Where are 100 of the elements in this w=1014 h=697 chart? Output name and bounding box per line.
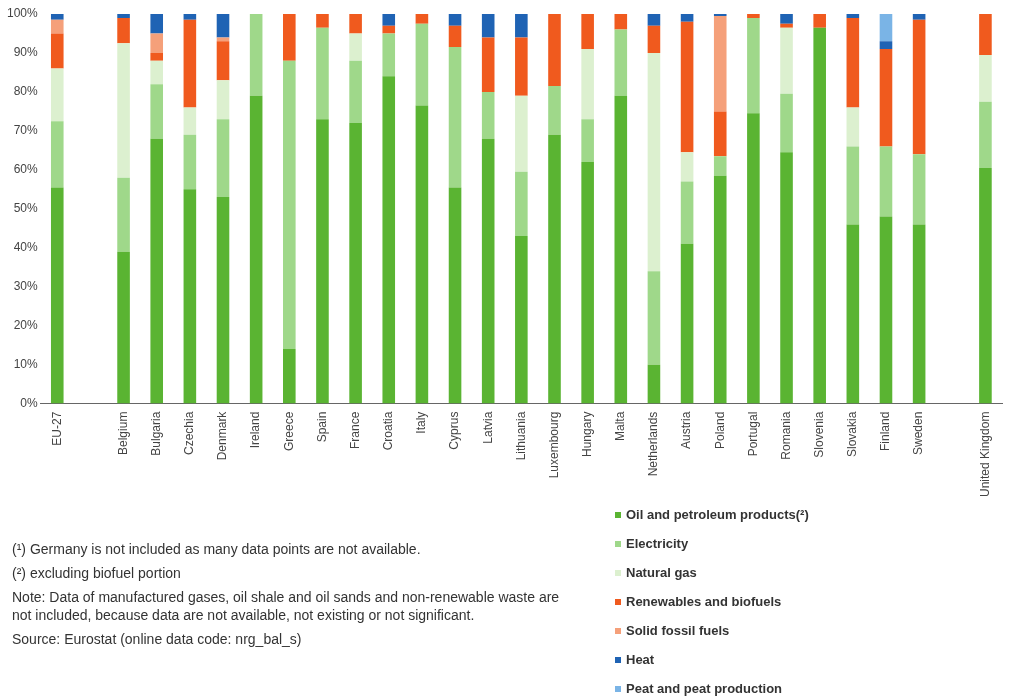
x-tick-label: Denmark (215, 410, 230, 461)
y-tick-label: 90% (13, 45, 39, 60)
x-tick-label: Belgium (115, 411, 130, 455)
bar (382, 14, 396, 26)
x-tick-label: Luxembourg (546, 411, 561, 479)
x-tick-label: Hungary (579, 411, 594, 457)
source-note: Source: Eurostat (online data code: nrg_bal_s) (12, 630, 303, 648)
bar (780, 23, 793, 28)
x-tick-label: Slovakia (845, 411, 860, 457)
bar (50, 33, 64, 69)
bar (780, 27, 793, 94)
bar (216, 80, 230, 120)
bar (150, 52, 164, 61)
bar (912, 14, 926, 20)
bar (50, 68, 64, 122)
bar (316, 119, 329, 404)
bar (680, 14, 694, 22)
bar (647, 25, 661, 53)
text: (²) excluding biofuel portion (12, 564, 182, 582)
bar (647, 271, 661, 365)
x-tick-label: Netherlands (646, 411, 661, 477)
x-tick-label: EU-27 (49, 411, 64, 446)
x-tick-label: France (347, 411, 362, 449)
bar (283, 349, 296, 404)
bar (713, 15, 727, 112)
bar (448, 47, 462, 188)
y-tick-label: 0% (20, 395, 39, 410)
bar (846, 224, 860, 404)
bar (183, 19, 197, 108)
bar (283, 60, 296, 350)
bar (150, 84, 164, 139)
bar (283, 14, 296, 61)
bar (249, 14, 263, 96)
x-tick-label: Spain (314, 411, 329, 443)
bar (50, 19, 64, 34)
bar (614, 29, 628, 96)
bar (680, 152, 694, 182)
bar (979, 54, 992, 102)
bar (846, 146, 860, 225)
bar (249, 95, 263, 404)
bar (415, 23, 429, 106)
bar (216, 119, 230, 198)
x-tick-label: Slovenia (812, 411, 826, 458)
text: Note: Data of manufactured gases, oil shale and oil sands and non-renewable waste are not included, because data are not available, not existing or not significant. (12, 588, 561, 624)
bar (481, 91, 495, 139)
x-tick-label: Romania (778, 411, 793, 460)
bar (448, 25, 462, 48)
bar (349, 33, 362, 61)
bar (349, 14, 362, 34)
bar (448, 187, 462, 404)
bar (747, 113, 760, 404)
x-tick-label: Austria (679, 411, 694, 449)
bar (979, 101, 992, 168)
bar (515, 14, 528, 38)
bar (50, 187, 64, 404)
bar (150, 60, 164, 85)
legend-label: Renewables and biofuels (626, 594, 782, 609)
bar (481, 14, 495, 38)
bar (183, 189, 197, 404)
bar (150, 138, 164, 404)
x-tick-label: United Kingdom (977, 411, 992, 498)
x-tick-label: Malta (613, 411, 628, 441)
bar (216, 14, 230, 38)
bar (581, 119, 594, 163)
bar (879, 14, 893, 42)
bar (481, 138, 495, 404)
bar (979, 167, 992, 404)
bar (747, 17, 760, 114)
bar (117, 43, 130, 178)
x-tick-label: Portugal (745, 411, 760, 457)
bar (117, 177, 130, 252)
y-tick-label: 100% (6, 6, 39, 21)
bar (415, 14, 429, 24)
bar (713, 111, 727, 157)
text: (¹) Germany is not included as many data points are not available. (12, 540, 422, 558)
bar (747, 14, 760, 18)
x-tick-label: Poland (712, 411, 727, 449)
bar (216, 197, 230, 404)
y-tick-label: 20% (13, 318, 39, 333)
bar (415, 105, 429, 404)
bar (780, 152, 793, 404)
bar (780, 93, 793, 153)
x-tick-label: Bulgaria (149, 411, 164, 456)
y-tick-label: 50% (13, 201, 39, 216)
bar (581, 49, 594, 120)
bar (548, 134, 561, 404)
bar (515, 171, 528, 237)
bar (979, 14, 992, 55)
bar (548, 86, 561, 135)
y-tick-label: 80% (13, 84, 39, 99)
bar (50, 121, 64, 188)
bar (780, 14, 793, 24)
bar (515, 95, 528, 172)
y-tick-label: 30% (13, 279, 39, 294)
bar (515, 37, 528, 96)
bar (846, 107, 860, 147)
x-tick-label: Greece (281, 411, 296, 451)
bar (216, 41, 230, 81)
bar (713, 175, 727, 404)
bar (117, 17, 130, 44)
